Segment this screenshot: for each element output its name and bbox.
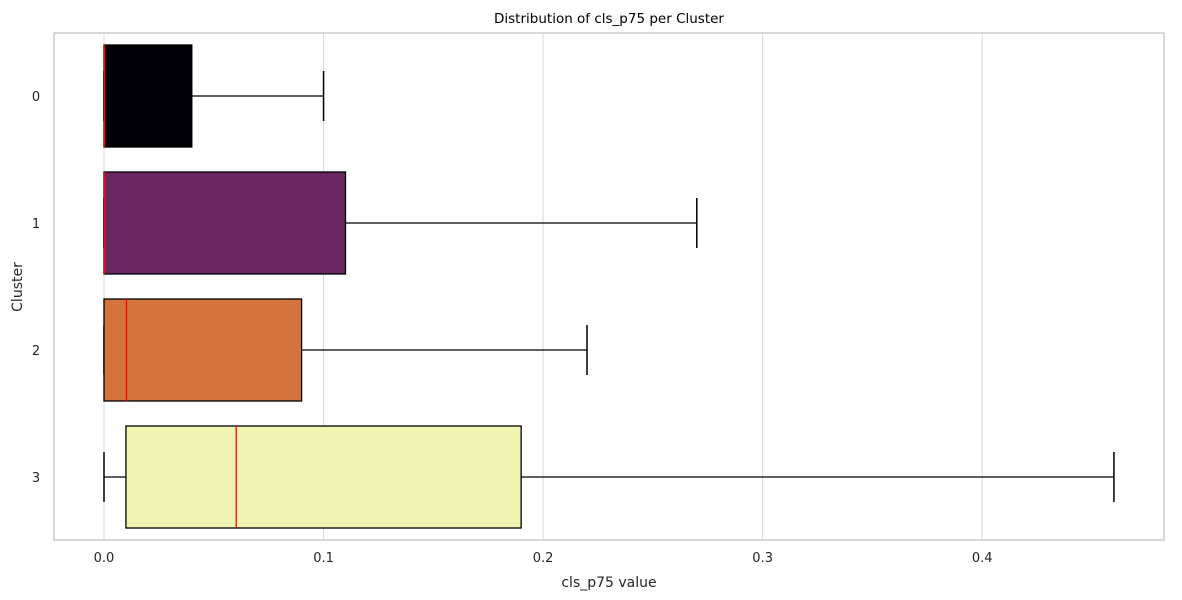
box-cluster-2 [103, 298, 588, 402]
x-axis-ticks: 0.0 0.1 0.2 0.3 0.4 [94, 551, 993, 566]
chart-title: Distribution of cls_p75 per Cluster [494, 11, 724, 27]
iqr-box [103, 44, 193, 148]
x-axis-label: cls_p75 value [561, 575, 656, 591]
y-axis-label: Cluster [10, 262, 26, 312]
boxes [103, 44, 1115, 529]
x-tick-label: 0.0 [94, 551, 115, 566]
axes-frame [53, 32, 1165, 541]
iqr-box [103, 171, 347, 275]
y-tick-label: 1 [32, 217, 40, 232]
y-tick-label: 0 [32, 90, 40, 105]
iqr-box [103, 298, 303, 402]
x-tick-label: 0.3 [752, 551, 773, 566]
box-cluster-0 [103, 44, 325, 148]
y-tick-label: 2 [32, 344, 40, 359]
y-tick-label: 3 [32, 471, 40, 486]
x-tick-label: 0.4 [972, 551, 993, 566]
iqr-box [125, 425, 522, 529]
x-tick-label: 0.1 [313, 551, 334, 566]
x-tick-label: 0.2 [533, 551, 554, 566]
box-cluster-3 [103, 425, 1115, 529]
box-cluster-1 [103, 171, 698, 275]
y-axis-ticks: 0 1 2 3 [32, 90, 40, 486]
